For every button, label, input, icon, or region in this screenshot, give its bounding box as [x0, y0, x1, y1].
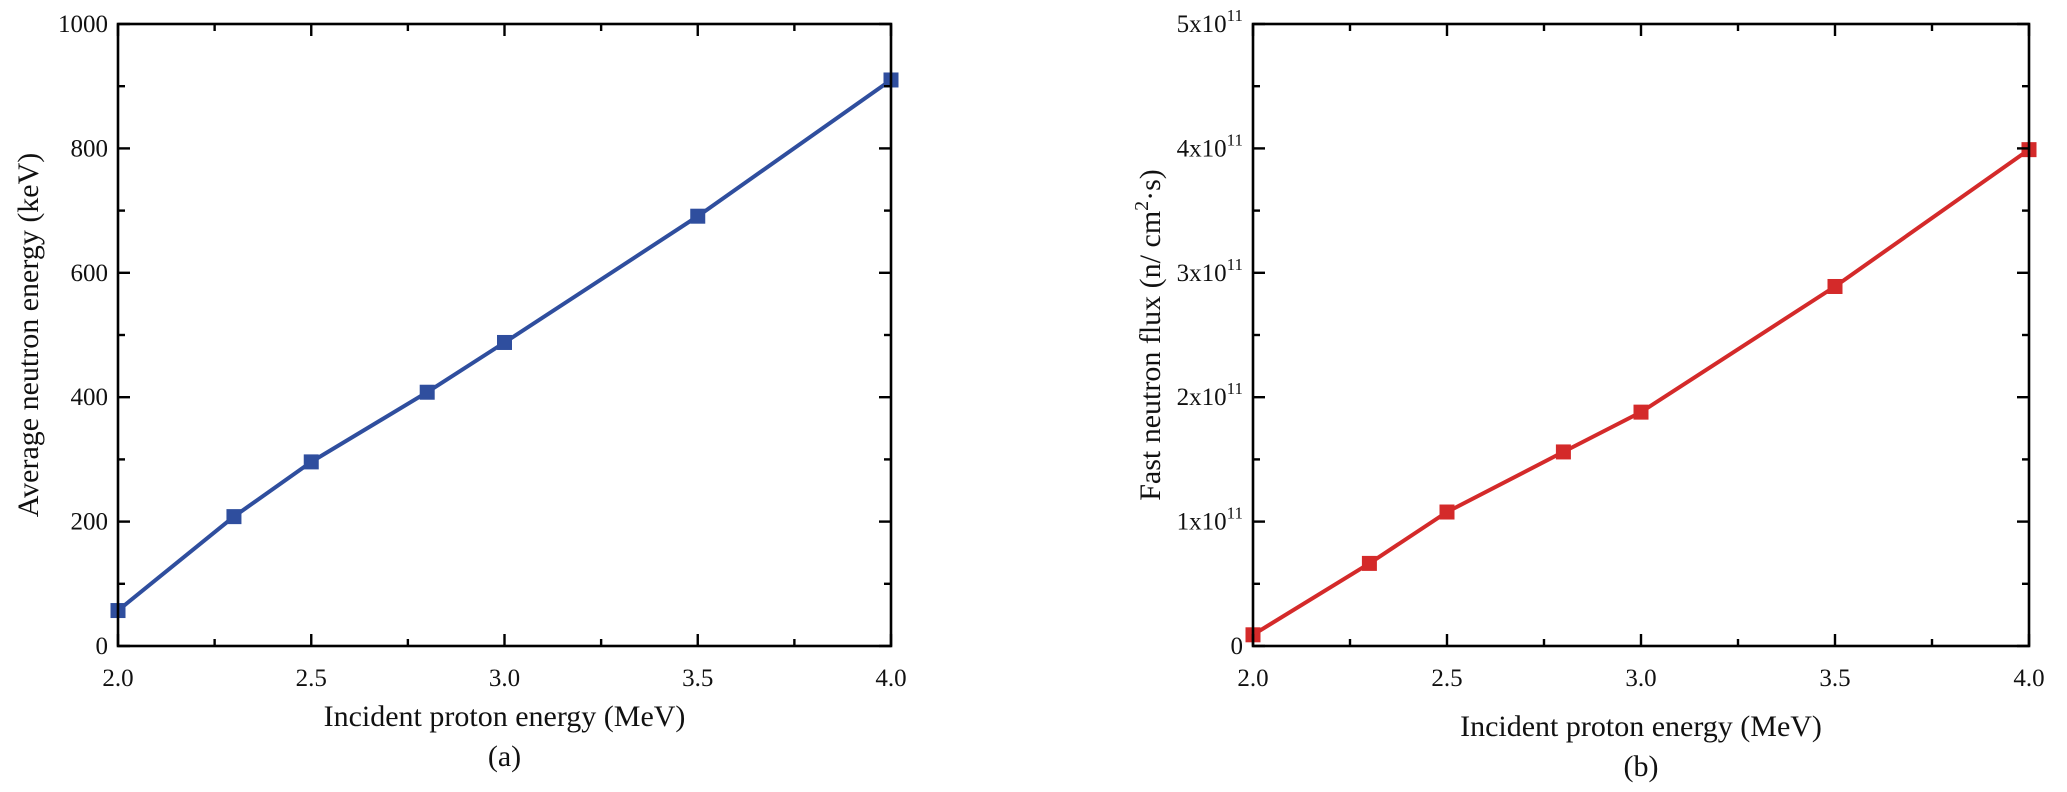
- panel-b-y-axis-title-tail: ·s): [1134, 169, 1167, 201]
- panel-b-y-axis-title-sup: 2: [1131, 201, 1153, 211]
- y-tick-label: 200: [71, 509, 109, 536]
- data-point-square-marker: [497, 334, 512, 350]
- panel-a-x-tick-labels: 2.0 2.5 3.0 3.5 4.0: [102, 665, 906, 692]
- panel-b-plot-frame: [1251, 22, 2031, 648]
- data-point-square-marker: [1439, 504, 1455, 520]
- data-point-square-marker: [303, 454, 319, 470]
- panel-a-y-axis-title: Average neutron energy (keV): [12, 153, 45, 518]
- panel-b-y-tick-labels: 0 1x1011 2x1011 3x1011 4x1011 5x1011: [1177, 6, 1243, 660]
- x-tick-label: 3.5: [1819, 665, 1850, 692]
- panel-a-ticks: [116, 22, 893, 648]
- data-point-square-marker: [226, 509, 242, 525]
- x-tick-label: 3.5: [682, 665, 713, 692]
- x-tick-label: 3.0: [489, 665, 520, 692]
- panel-a-chart: 2.0 2.5 3.0 3.5 4.0 0 200 400 600 800 1000 Incide…: [12, 11, 907, 773]
- y-tick-label: 0: [1231, 633, 1244, 660]
- y-tick-label: 1000: [58, 11, 108, 38]
- panel-a-x-axis-title: Incident proton energy (MeV): [324, 700, 686, 733]
- y-tick-label: 800: [71, 135, 109, 162]
- x-tick-label: 4.0: [875, 665, 906, 692]
- panel-b-data-layer: [1245, 142, 2037, 643]
- panel-b-caption: (b): [1624, 750, 1659, 783]
- y-tick-label: 5x1011: [1177, 6, 1243, 38]
- y-tick-label: 4x1011: [1177, 130, 1243, 162]
- x-tick-label: 4.0: [2013, 665, 2044, 692]
- y-tick-label: 1x1011: [1177, 504, 1243, 536]
- y-tick-label: 0: [96, 633, 109, 660]
- data-point-square-marker: [1633, 404, 1649, 420]
- panel-b-ticks: [1251, 22, 2031, 648]
- data-point-square-marker: [1827, 278, 1843, 294]
- panel-a-y-tick-labels: 0 200 400 600 800 1000: [58, 11, 108, 660]
- x-tick-label: 3.0: [1625, 665, 1656, 692]
- data-point-square-marker: [1361, 555, 1377, 571]
- y-tick-label: 400: [71, 384, 109, 411]
- panel-b-x-tick-labels: 2.0 2.5 3.0 3.5 4.0: [1237, 665, 2044, 692]
- y-tick-label: 600: [71, 260, 109, 287]
- panel-b-y-axis-title: Fast neutron flux (n/ cm2·s): [1131, 169, 1167, 501]
- x-tick-label: 2.0: [1237, 665, 1268, 692]
- data-point-square-marker: [419, 384, 435, 400]
- panel-b-x-axis-title: Incident proton energy (MeV): [1460, 710, 1822, 743]
- data-point-square-marker: [690, 208, 706, 224]
- panel-b-y-axis-title-main: Fast neutron flux (n/ cm: [1134, 211, 1167, 501]
- panel-a-caption: (a): [488, 740, 521, 773]
- x-tick-label: 2.0: [102, 665, 133, 692]
- panel-a-data-layer: [110, 72, 899, 619]
- y-tick-label: 2x1011: [1177, 379, 1243, 411]
- panel-b-chart: 2.0 2.5 3.0 3.5 4.0 0 1x1011 2x1011 3x1011 4x101…: [1131, 6, 2045, 783]
- x-tick-label: 2.5: [1431, 665, 1462, 692]
- x-tick-label: 2.5: [296, 665, 327, 692]
- y-tick-label: 3x1011: [1177, 255, 1243, 287]
- data-point-square-marker: [1555, 444, 1571, 460]
